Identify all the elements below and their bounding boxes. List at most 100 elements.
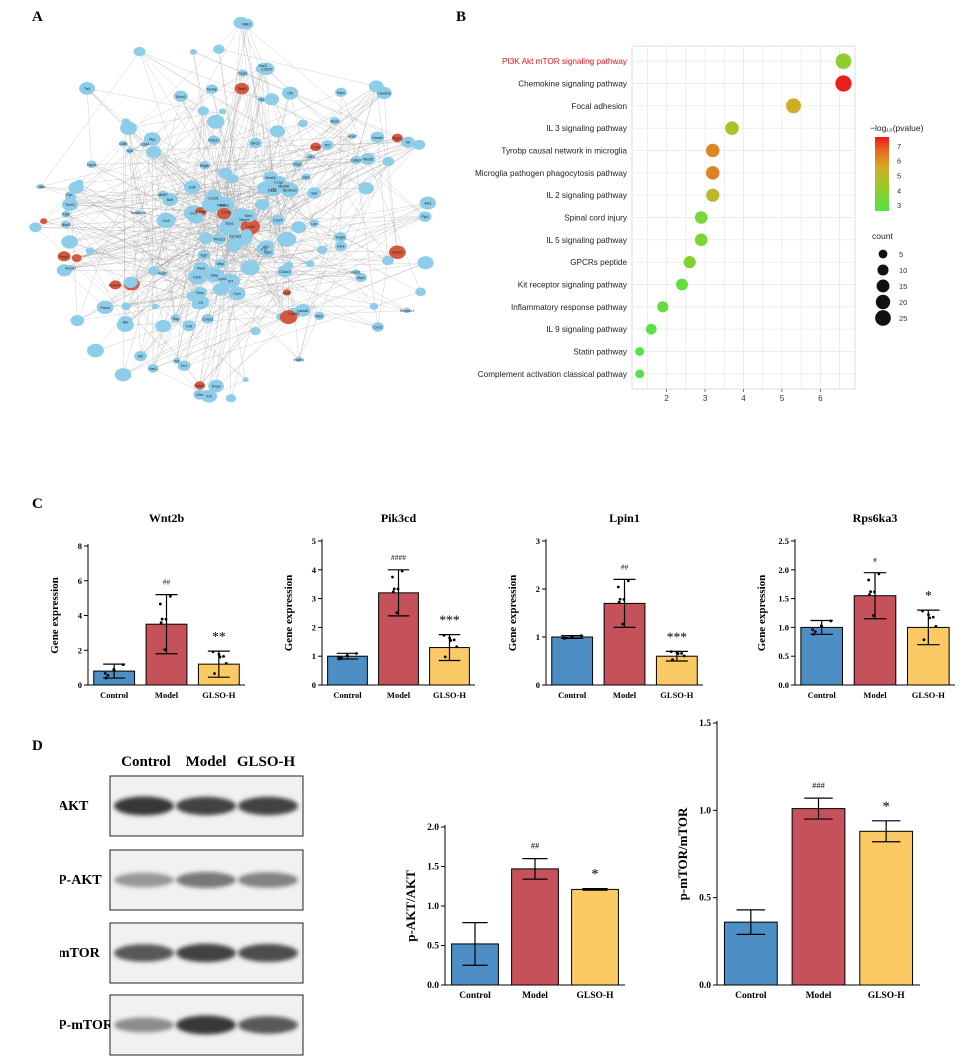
network-node	[309, 219, 320, 228]
network-edge	[261, 99, 269, 216]
x-tick-label: GLSO-H	[912, 690, 945, 700]
network-node	[292, 160, 303, 168]
size-legend-label: 20	[899, 298, 907, 307]
network-node	[188, 211, 204, 224]
network-node-label: Ifng	[173, 317, 179, 321]
network-edge	[153, 151, 274, 190]
x-tick-label: Control	[333, 690, 362, 700]
network-edge	[313, 86, 377, 194]
network-node	[305, 260, 315, 268]
network-node	[56, 264, 72, 277]
pathway-label: Spinal cord injury	[564, 214, 628, 223]
pathway-label: Tyrobp causal network in microglia	[501, 147, 627, 156]
network-node	[199, 161, 211, 170]
network-node	[360, 153, 376, 165]
y-tick-label: 2	[536, 584, 540, 594]
network-node	[335, 87, 347, 97]
y-tick-label: 0	[78, 680, 82, 690]
network-node	[85, 247, 95, 255]
bar	[327, 655, 368, 686]
network-edge	[153, 258, 204, 271]
network-node	[40, 218, 48, 225]
network-node-label: Cd3e	[246, 225, 255, 229]
pathway-dot	[635, 347, 645, 356]
network-edge	[70, 194, 163, 205]
network-node-label: Tbx21	[65, 203, 75, 207]
network-node	[281, 86, 299, 100]
network-node	[228, 286, 246, 301]
network-node	[333, 232, 347, 243]
y-tick-label: 1.0	[699, 806, 711, 816]
network-node	[412, 139, 426, 150]
network-node	[236, 233, 252, 246]
x-tick-label: GLSO-H	[202, 690, 235, 700]
network-edge	[235, 194, 299, 228]
significance-label: *	[925, 588, 932, 603]
x-tick-label: Model	[613, 690, 637, 700]
network-node-label: Hoxa4	[372, 136, 382, 140]
network-node-label: Ptgs2	[393, 136, 402, 140]
network-node-label: Csf2rb	[261, 67, 272, 71]
network-node	[71, 254, 82, 263]
blot-row-label: AKT	[60, 799, 89, 814]
network-node	[79, 82, 95, 95]
network-edge	[199, 292, 288, 386]
data-point	[868, 593, 871, 596]
network-edge	[131, 222, 230, 285]
bar-chart-rps6ka3: Rps6ka3 Gene expression 0.0 0.5 1.0 1.5 2.0 2.5…	[756, 511, 955, 700]
network-node	[415, 287, 427, 297]
network-node-label: Mbp	[217, 262, 224, 266]
data-point	[579, 634, 583, 638]
panel-label-d: D	[32, 738, 43, 754]
network-node	[219, 219, 239, 236]
network-node-label: Cd68	[119, 142, 128, 146]
network-node-label: Neurod1	[108, 283, 122, 287]
network-node-label: Rps6ka3	[283, 189, 297, 193]
network-edge	[91, 158, 368, 165]
network-edge	[76, 111, 223, 259]
network-edge	[69, 241, 281, 318]
data-point	[616, 585, 620, 589]
x-tick-label: Model	[863, 690, 887, 700]
data-point	[867, 578, 871, 582]
blot-column-header: Control	[121, 754, 171, 770]
network-node	[238, 69, 248, 77]
pathway-dot	[694, 211, 708, 224]
network-node-label: Cdk4	[217, 203, 225, 207]
network-node-label: Nfkb1	[242, 23, 251, 27]
network-edge	[65, 214, 246, 380]
network-node-label: Cfh	[287, 92, 293, 96]
network-edge	[180, 96, 367, 189]
network-node-label: Ccnd1	[208, 197, 218, 201]
chart-title: Pik3cd	[381, 511, 417, 525]
network-edge	[140, 197, 214, 357]
network-edge	[302, 310, 378, 328]
data-point	[931, 615, 935, 619]
network-edge	[218, 49, 245, 220]
size-legend-label: 15	[899, 282, 907, 291]
network-node-label: Myd88	[278, 185, 289, 189]
network-edge	[64, 238, 203, 271]
pathway-dot	[725, 121, 739, 135]
network-node	[294, 303, 311, 317]
network-edge	[76, 227, 229, 259]
x-tick-label: Control	[808, 690, 837, 700]
y-tick-label: 2	[78, 645, 82, 655]
network-node	[279, 310, 298, 325]
network-node-label: Prdm1	[194, 384, 205, 388]
chart-title: Lpin1	[609, 511, 640, 525]
network-node-label: Mtor	[245, 214, 253, 218]
data-point	[337, 655, 341, 659]
network-edge	[180, 96, 245, 220]
network-node-label: Stat5	[238, 87, 246, 91]
network-node	[133, 46, 146, 57]
x-tick-label: GLSO-H	[868, 991, 906, 1001]
network-node	[255, 65, 266, 73]
network-edge	[225, 143, 256, 174]
y-tick-label: 1	[536, 632, 540, 642]
network-node-label: P2ry12	[208, 139, 219, 143]
network-node-label: Csf1r	[193, 276, 202, 280]
network-node	[316, 245, 328, 255]
network-edge	[290, 93, 353, 137]
network-node	[207, 114, 225, 129]
